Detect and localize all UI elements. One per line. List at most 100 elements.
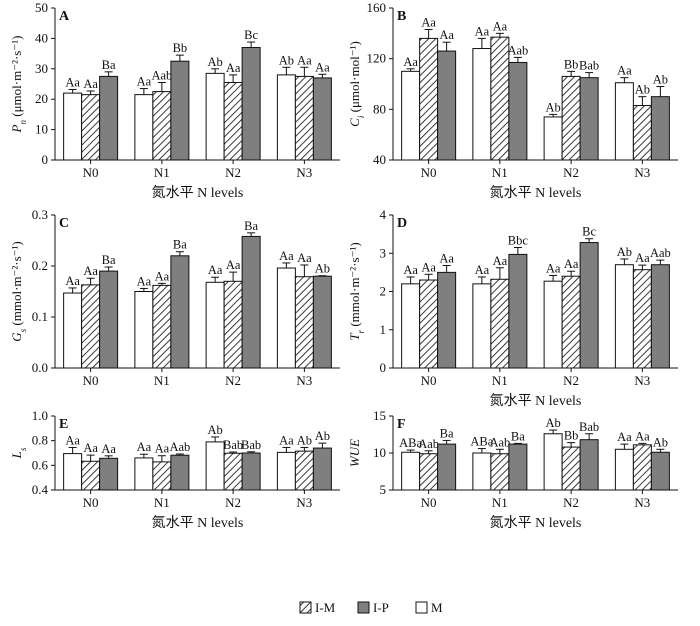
bar-i-m [419, 37, 439, 161]
significance-label: Aa [83, 264, 98, 278]
x-axis-label: 氮水平 N levels [490, 393, 582, 409]
significance-label: Aa [65, 274, 80, 288]
bar-i-p [99, 457, 119, 491]
y-axis-label: Tr (mmol·m⁻²·s⁻¹) [347, 242, 366, 340]
bar-i-p [650, 96, 670, 161]
y-tick-label: 0.1 [32, 309, 48, 324]
y-tick-label: 0 [42, 152, 49, 167]
bar-m [276, 267, 296, 369]
significance-label: Aa [65, 75, 80, 89]
x-tick-label: N3 [296, 165, 312, 180]
bar-m [276, 451, 296, 491]
significance-label: Aa [493, 19, 508, 33]
significance-label: Aa [493, 254, 508, 268]
y-tick-label: 15 [373, 408, 386, 423]
bar-i-p [579, 242, 599, 369]
y-tick-label: 40 [373, 152, 386, 167]
x-tick-label: N0 [83, 373, 99, 388]
bar-i-m [490, 453, 510, 491]
significance-label: Aa [279, 249, 294, 263]
significance-label: Aa [155, 269, 170, 283]
y-tick-label: 0.8 [32, 433, 48, 448]
bar-m [543, 433, 563, 491]
bar-i-p [170, 255, 190, 369]
bar-m [614, 82, 634, 161]
significance-label: Bb [173, 41, 188, 55]
significance-label: Aa [439, 28, 454, 42]
bar-m [134, 291, 154, 369]
significance-label: Ba [102, 253, 116, 267]
significance-label: Ba [244, 219, 258, 233]
y-axis-label: Ci (μmol·mol⁻¹) [347, 41, 366, 127]
y-tick-label: 0.0 [32, 360, 48, 375]
significance-label: Ba [440, 426, 454, 440]
significance-label: Ab [315, 429, 330, 443]
y-tick-label: 120 [367, 51, 387, 66]
significance-label: Ba [102, 58, 116, 72]
y-tick-label: 0.4 [32, 482, 49, 497]
bar-i-p [241, 235, 261, 369]
significance-label: Aa [315, 60, 330, 74]
bar-m [134, 457, 154, 491]
significance-label: Aab [489, 435, 510, 449]
significance-label: Aa [475, 263, 490, 277]
significance-label: Aa [83, 441, 98, 455]
y-tick-label: 0.6 [32, 457, 49, 472]
x-tick-label: N3 [634, 495, 650, 510]
bar-i-m [490, 278, 510, 369]
significance-label: Bc [582, 225, 596, 239]
bar-i-p [99, 270, 119, 369]
bar-i-p [579, 439, 599, 491]
significance-label: Aa [297, 251, 312, 265]
bar-i-p [579, 77, 599, 161]
bar-i-m [294, 450, 314, 491]
significance-label: Aa [65, 433, 80, 447]
significance-label: Ab [315, 262, 330, 276]
significance-label: Ab [653, 73, 668, 87]
significance-label: Aa [546, 261, 561, 275]
significance-label: Aab [151, 68, 172, 82]
y-tick-label: 4 [380, 207, 387, 222]
significance-label: Aa [137, 274, 152, 288]
significance-label: Aa [297, 53, 312, 67]
bar-i-p [508, 443, 528, 491]
y-tick-label: 1.0 [32, 408, 48, 423]
x-tick-label: N0 [421, 165, 437, 180]
bar-i-m [223, 81, 243, 161]
panel-letter: B [397, 9, 406, 24]
bar-m [205, 281, 225, 369]
x-tick-label: N3 [634, 165, 650, 180]
significance-label: Ab [207, 55, 222, 69]
bar-m [63, 292, 83, 369]
significance-label: Bb [564, 429, 579, 443]
significance-label: Aab [650, 246, 671, 260]
bar-i-p [312, 447, 332, 491]
significance-label: Aa [421, 260, 436, 274]
significance-label: Ab [545, 416, 560, 430]
bar-i-m [419, 453, 439, 491]
significance-label: Ab [279, 53, 294, 67]
bar-i-p [437, 271, 457, 369]
significance-label: Ab [635, 83, 650, 97]
bar-m [472, 283, 492, 369]
significance-label: Ba [511, 429, 525, 443]
legend-swatch-i-p [357, 601, 370, 614]
y-tick-label: 10 [35, 122, 48, 137]
significance-label: Aa [421, 16, 436, 30]
bar-i-m [223, 280, 243, 369]
y-tick-label: 20 [35, 91, 48, 106]
legend: I-M I-P M [299, 600, 443, 615]
bar-i-p [437, 443, 457, 491]
bar-i-m [294, 75, 314, 161]
bar-i-m [632, 269, 652, 369]
bar-i-m [81, 460, 101, 491]
x-tick-label: N1 [154, 373, 170, 388]
bar-i-m [561, 75, 581, 161]
bar-m [205, 72, 225, 161]
bar-i-m [223, 452, 243, 491]
y-axis-label: Gs (mmol·m⁻²·s⁻¹) [9, 241, 28, 342]
x-tick-label: N2 [563, 165, 579, 180]
